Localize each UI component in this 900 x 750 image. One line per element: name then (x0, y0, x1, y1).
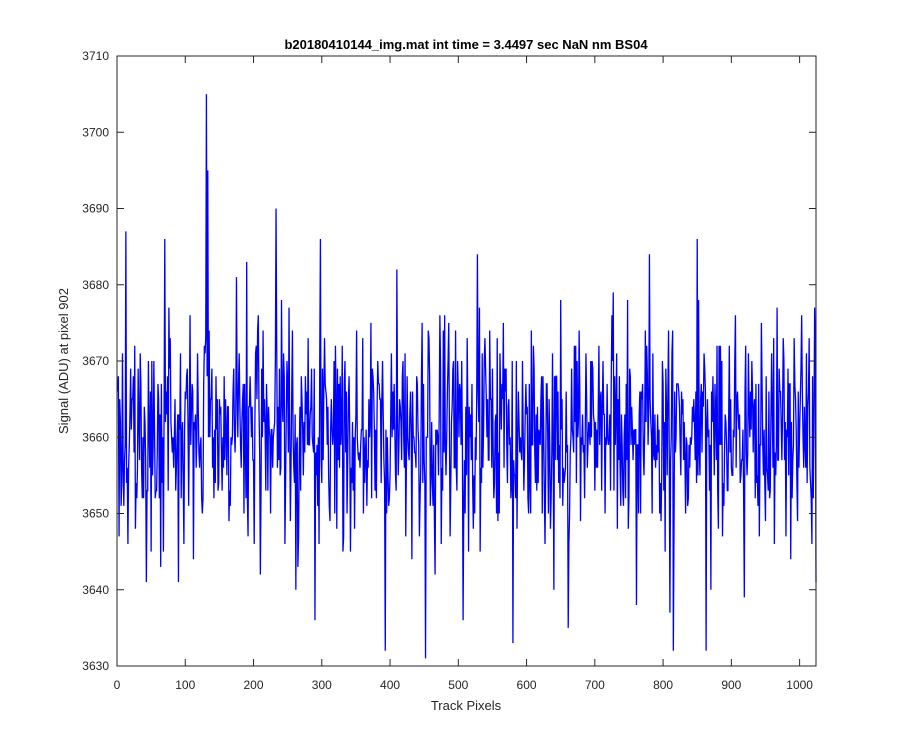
y-axis-label: Signal (ADU) at pixel 902 (56, 288, 71, 434)
chart-title: b20180410144_img.mat int time = 3.4497 s… (284, 37, 648, 52)
y-tick-label: 3630 (82, 659, 109, 673)
x-tick-label: 200 (244, 678, 264, 692)
x-tick-label: 300 (312, 678, 332, 692)
x-tick-label: 1000 (786, 678, 813, 692)
series-line (117, 94, 817, 659)
x-tick-label: 0 (114, 678, 121, 692)
x-tick-label: 500 (448, 678, 468, 692)
y-tick-label: 3700 (82, 125, 109, 139)
x-tick-label: 800 (653, 678, 673, 692)
y-tick-label: 3660 (82, 430, 109, 444)
y-axis: 3630 3640 3650 3660 3670 3680 3690 3700 3710 (82, 49, 816, 673)
x-tick-label: 700 (585, 678, 605, 692)
x-tick-label: 600 (517, 678, 537, 692)
x-axis: 0 100 200 300 400 500 600 700 800 900 1000 (114, 56, 813, 692)
x-axis-label: Track Pixels (431, 698, 502, 713)
y-tick-label: 3640 (82, 583, 109, 597)
series-layer (117, 94, 817, 659)
y-tick-label: 3710 (82, 49, 109, 63)
y-tick-label: 3650 (82, 507, 109, 521)
y-tick-label: 3690 (82, 202, 109, 216)
y-tick-label: 3670 (82, 354, 109, 368)
x-tick-label: 900 (721, 678, 741, 692)
x-tick-label: 400 (380, 678, 400, 692)
y-tick-label: 3680 (82, 278, 109, 292)
x-tick-label: 100 (175, 678, 195, 692)
